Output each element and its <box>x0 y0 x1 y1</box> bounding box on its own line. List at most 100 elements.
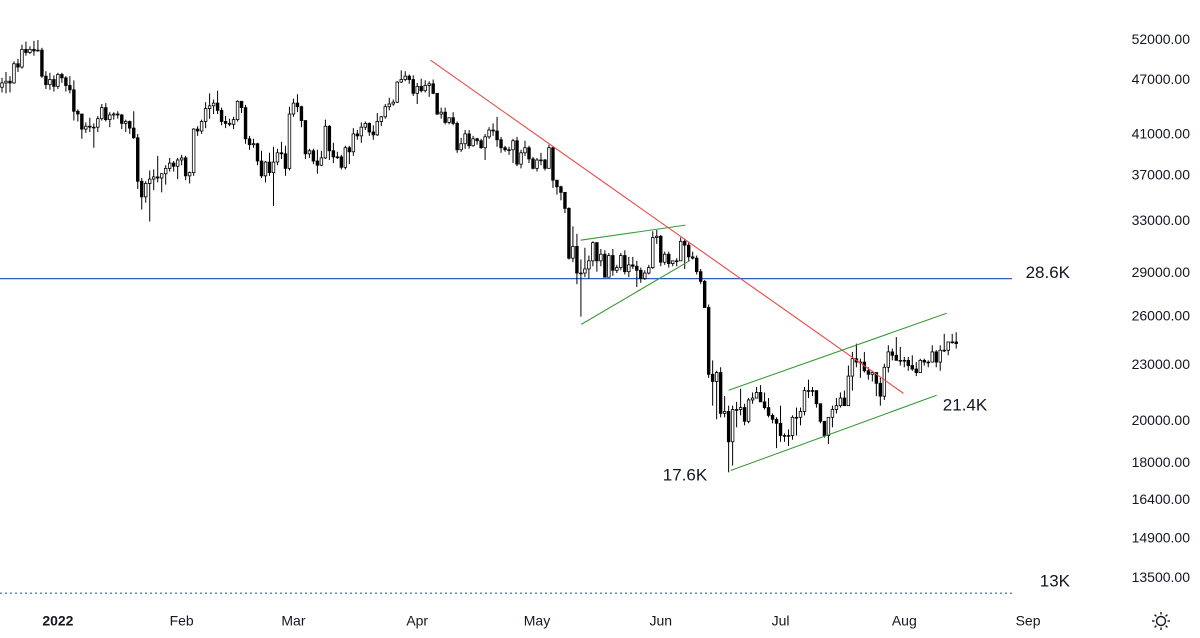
y-tick-label: 29000.00 <box>1132 264 1191 280</box>
candle-body <box>567 208 571 259</box>
candle-body <box>523 147 527 154</box>
candle-body <box>219 109 224 122</box>
y-tick-label: 26000.00 <box>1132 307 1191 323</box>
candle-body <box>267 161 272 174</box>
candle-body <box>367 122 372 133</box>
candle-body <box>68 85 72 91</box>
candle-body <box>766 407 771 416</box>
candle-body <box>191 128 196 174</box>
candle-body <box>415 85 419 94</box>
candle-body <box>762 401 767 408</box>
candle-body <box>746 399 751 422</box>
candle-body <box>403 75 407 80</box>
candle-body <box>527 147 531 160</box>
candle-body <box>770 414 775 420</box>
candle-body <box>651 237 655 268</box>
candle-body <box>690 256 695 259</box>
candle-body <box>116 113 120 116</box>
y-tick-label: 16400.00 <box>1132 491 1191 507</box>
candle-body <box>108 114 112 121</box>
x-tick-label: Mar <box>281 613 305 629</box>
candle-body <box>395 81 399 103</box>
candle-body <box>790 416 795 436</box>
candle-body <box>531 158 535 169</box>
candle-body <box>914 368 918 373</box>
candle-body <box>882 366 887 397</box>
candle-body <box>88 125 92 128</box>
candle-body <box>80 113 84 130</box>
candle-body <box>48 79 52 86</box>
candle-body <box>451 117 455 124</box>
x-tick-label: 2022 <box>42 613 73 629</box>
candle-body <box>910 365 914 370</box>
candle-body <box>706 307 711 375</box>
candle-body <box>307 150 312 155</box>
candle-body <box>247 138 252 146</box>
candle-body <box>239 100 244 109</box>
candle-body <box>499 139 503 149</box>
candle-body <box>72 89 76 112</box>
candle-body <box>607 255 611 278</box>
trend-line <box>730 394 937 472</box>
candle-body <box>351 133 356 153</box>
candle-body <box>399 79 403 83</box>
candle-body <box>387 103 391 108</box>
candle-body <box>675 260 679 263</box>
candle-body <box>814 390 819 405</box>
candle-body <box>463 133 467 145</box>
candle-body <box>623 255 627 273</box>
candle-body <box>734 409 739 411</box>
candle-body <box>491 129 495 132</box>
candle-body <box>579 272 583 275</box>
y-tick-label: 18000.00 <box>1132 454 1191 470</box>
candle-body <box>56 74 60 87</box>
candle-body <box>315 160 320 166</box>
candle-body <box>179 157 184 161</box>
candle-body <box>503 147 507 151</box>
candle-body <box>407 75 411 80</box>
candle-body <box>647 267 651 274</box>
candle-body <box>52 79 56 87</box>
candle-body <box>687 244 691 258</box>
candle-body <box>615 267 619 271</box>
candle-body <box>359 126 364 137</box>
annotation: 21.4K <box>943 395 988 414</box>
candle-body <box>0 82 4 88</box>
candle-body <box>140 180 144 198</box>
candle-body <box>822 420 827 436</box>
candle-body <box>148 178 152 184</box>
candle-body <box>227 122 232 125</box>
candle-body <box>874 372 879 384</box>
candle-body <box>810 390 815 392</box>
trend-line <box>580 224 686 241</box>
candle-body <box>28 48 32 53</box>
candle-body <box>128 121 132 129</box>
candle-body <box>902 359 906 362</box>
candle-body <box>347 147 352 153</box>
candle-body <box>619 255 623 268</box>
candle-body <box>778 422 783 436</box>
candle-body <box>455 122 459 151</box>
candle-body <box>120 114 124 124</box>
candle-body <box>834 405 839 410</box>
candle-body <box>447 117 451 123</box>
candle-body <box>379 116 383 122</box>
candle-body <box>702 280 707 308</box>
candle-body <box>203 108 208 122</box>
candle-body <box>786 435 791 437</box>
y-tick-label: 14900.00 <box>1132 529 1191 545</box>
y-tick-label: 13500.00 <box>1132 569 1191 585</box>
candle-body <box>611 255 615 271</box>
settings-icon[interactable] <box>1152 612 1170 630</box>
x-tick-label: Jun <box>649 613 672 629</box>
candle-body <box>515 140 519 165</box>
candle-body <box>918 359 922 373</box>
candle-body <box>431 83 435 94</box>
candle-body <box>938 349 942 363</box>
y-tick-label: 52000.00 <box>1132 31 1191 47</box>
candle-body <box>655 235 659 238</box>
candle-body <box>223 121 228 124</box>
x-tick-label: Jul <box>772 613 790 629</box>
candle-body <box>171 162 176 167</box>
